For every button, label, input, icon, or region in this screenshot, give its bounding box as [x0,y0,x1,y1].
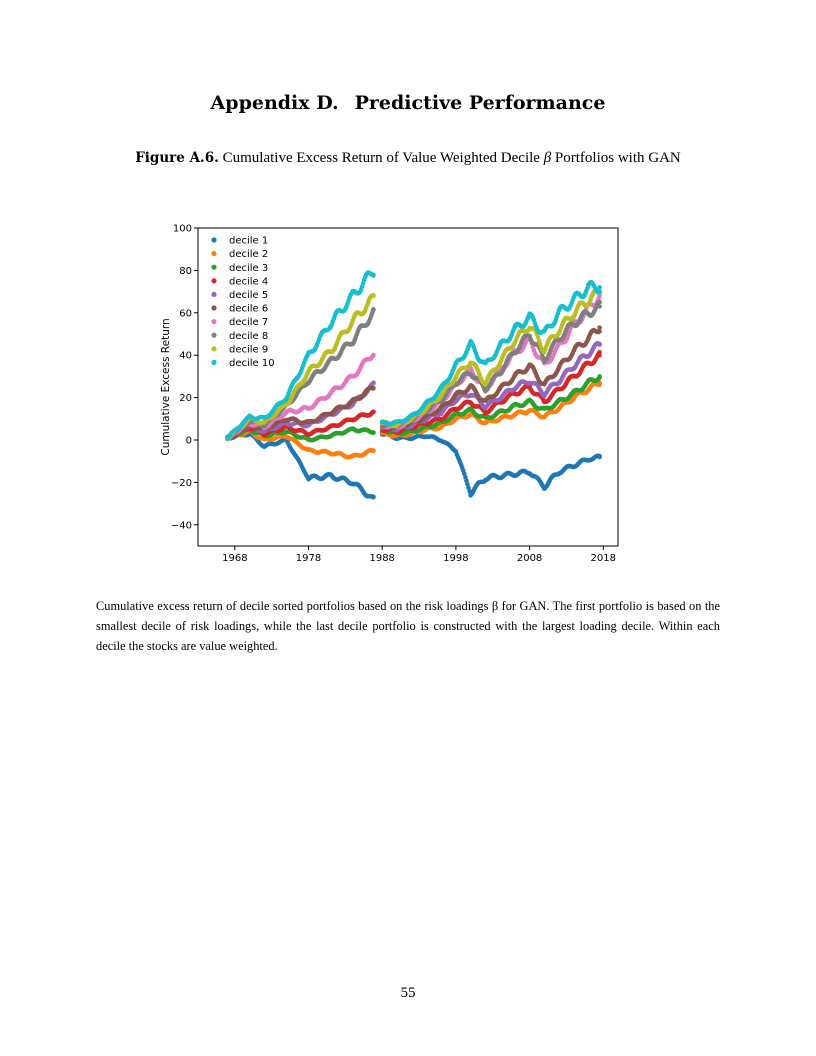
legend-marker [211,264,217,270]
section-title-text: Predictive Performance [354,92,606,114]
series-2 [225,380,602,460]
x-tick-label: 2008 [517,553,542,564]
x-tick-label: 1988 [369,553,394,564]
legend-marker [211,251,217,257]
data-point [463,474,468,480]
legend-label: decile 8 [229,331,268,342]
figure-note: Cumulative excess return of decile sorte… [96,599,720,653]
legend-label: decile 7 [229,317,268,328]
x-tick-label: 1978 [296,553,321,564]
caption-text-post: Portfolios with GAN [554,150,681,166]
x-tick-label: 1968 [222,553,247,564]
data-point [597,299,602,305]
figure-label: Figure A.6. [135,150,219,166]
data-point [597,374,602,379]
data-point [597,325,602,330]
legend-marker [211,319,217,325]
y-axis-label: Cumulative Excess Return [160,318,172,455]
section-heading: Appendix D. Predictive Performance [0,92,816,114]
legend-label: decile 6 [229,304,268,315]
legend-marker [211,346,217,352]
page-number: 55 [400,985,416,1001]
data-point [597,342,602,347]
data-point [371,409,376,415]
x-tick-label: 2018 [591,553,616,564]
data-point [597,352,602,358]
series-10 [225,270,602,441]
data-point [371,353,376,358]
y-tick-label: −20 [171,478,192,489]
legend-label: decile 1 [229,236,268,247]
legend-marker [211,305,217,311]
legend-marker [211,359,217,365]
caption-symbol: β [543,150,552,166]
data-point [371,307,376,312]
legend-marker [211,278,217,284]
y-tick-label: 40 [179,351,192,362]
x-tick-label: 1998 [443,553,468,564]
data-point [371,273,376,278]
caption-text-pre: Cumulative Excess Return of Value Weight… [222,150,540,166]
legend-marker [211,332,217,338]
data-point [597,285,602,290]
data-point [597,329,602,334]
y-tick-label: 80 [179,266,192,277]
data-point [464,478,469,484]
legend-label: decile 3 [229,263,268,274]
data-point [371,380,376,385]
data-point [371,494,376,500]
data-point [597,289,602,295]
y-tick-label: 20 [179,393,192,404]
chart-svg: 100 80 60 40 20 0 −20 −40 1968 1978 1988 1998 2008 20… [160,224,619,564]
legend-label: decile 5 [229,290,268,301]
data-point [371,430,376,435]
legend-label: decile 10 [229,358,275,369]
y-tick-label: −40 [171,520,192,531]
y-tick-label: 0 [186,436,192,447]
legend-label: decile 4 [229,276,268,287]
section-label: Appendix D. [210,92,339,114]
figure-caption: Figure A.6. Cumulative Excess Return of … [0,150,816,167]
data-point [597,454,602,460]
data-point [371,293,376,298]
data-point [535,334,541,340]
figure-chart: 100 80 60 40 20 0 −20 −40 1968 1978 1988 1998 2008 20… [150,215,640,565]
y-tick-label: 60 [179,308,192,319]
legend-marker [211,291,217,297]
legend-marker [211,237,217,243]
data-point [465,482,470,487]
data-point [371,448,376,453]
legend-label: decile 9 [229,344,268,355]
y-tick-label: 100 [173,224,192,235]
data-point [371,386,376,391]
data-point [597,304,602,309]
legend-label: decile 2 [229,249,268,260]
